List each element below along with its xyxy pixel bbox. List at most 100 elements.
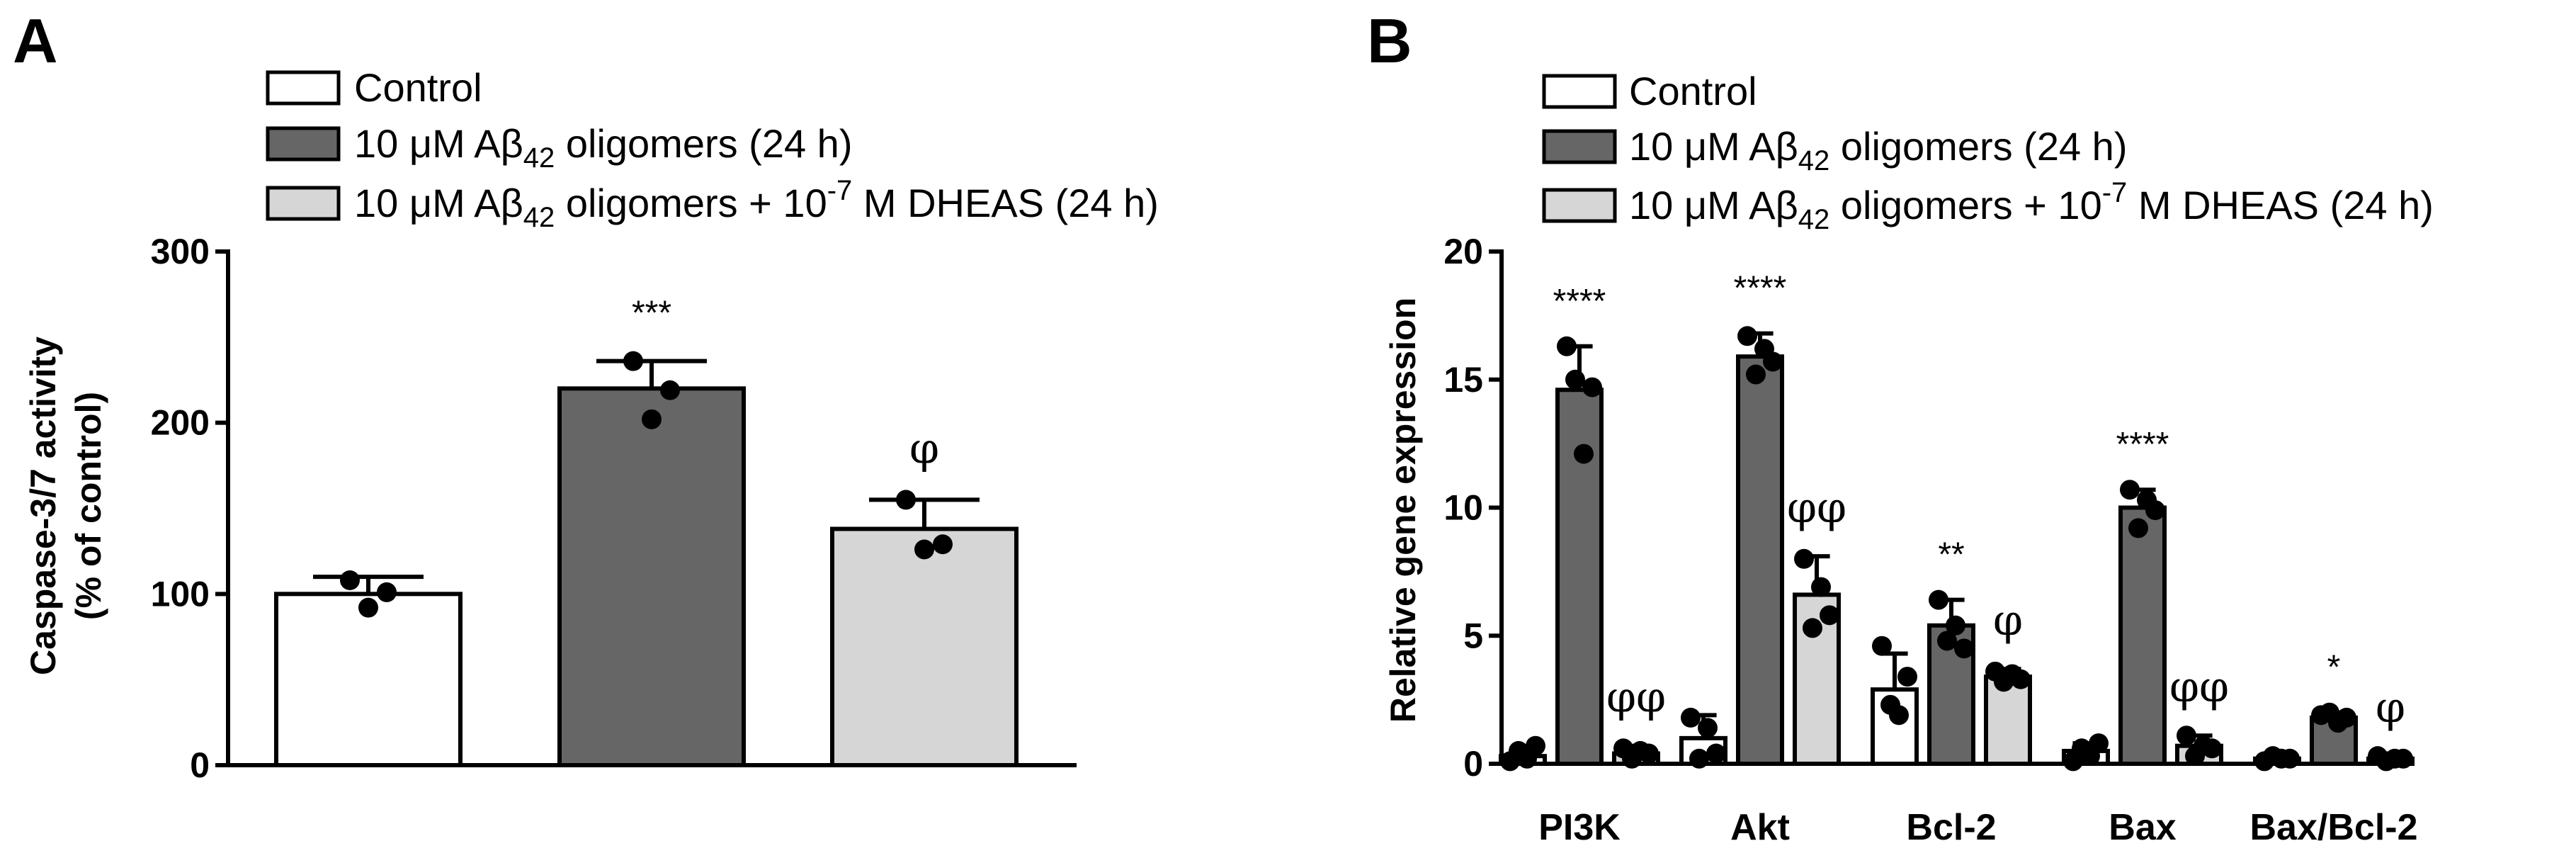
panel-a: A Control 10 μM Aβ42 oligomers (24 h) 10… [13, 6, 1159, 785]
significance-label-b-3-1: **** [2116, 426, 2169, 463]
ylabel-a-line1: Caspase-3/7 activity [23, 337, 63, 675]
data-point-b-0-1 [1565, 369, 1585, 390]
data-point-b-1-0 [1706, 743, 1726, 764]
data-point-b-3-1 [2120, 480, 2140, 500]
significance-label-b-0-1: **** [1553, 283, 1606, 320]
y-tick-label-a: 0 [190, 745, 210, 785]
legend-b-label-abeta: 10 μM Aβ42 oligomers (24 h) [1629, 124, 2127, 176]
data-point-b-2-0 [1897, 667, 1917, 687]
legend-b-swatch-abeta [1542, 129, 1617, 164]
data-point-b-3-0 [2089, 733, 2109, 754]
data-point-a-2 [933, 534, 953, 555]
y-tick-label-a: 300 [151, 232, 210, 271]
legend-b: Control 10 μM Aβ42 oligomers (24 h) 10 μ… [1542, 69, 2434, 235]
legend-a-swatch-control [266, 70, 341, 106]
data-point-b-2-1 [1946, 615, 1965, 636]
legend-b-swatch-dheas [1542, 188, 1617, 223]
bars-b: **** φφ PI3K **** φφ Akt ** φ Bcl-2 **** φφ Bax * φ Ba… [1499, 270, 2418, 848]
bar-a-0 [274, 592, 463, 767]
legend-a: Control 10 μM Aβ42 oligomers (24 h) 10 μ… [266, 65, 1159, 233]
legend-b-swatch-control [1542, 74, 1617, 109]
data-point-b-0-1 [1582, 377, 1602, 397]
significance-label-b-0-2: φφ [1606, 673, 1666, 723]
bar-a-1 [557, 386, 746, 767]
data-point-b-1-0 [1689, 748, 1709, 769]
data-point-b-1-2 [1811, 577, 1831, 597]
y-tick-label-a: 200 [151, 403, 210, 443]
data-point-b-1-2 [1820, 605, 1839, 626]
data-point-b-0-2 [1639, 743, 1659, 764]
significance-label-b-3-2: φφ [2169, 662, 2229, 712]
significance-label-b-1-2: φφ [1787, 483, 1846, 533]
bar-b-3-1 [2118, 505, 2167, 766]
panel-b: B Control 10 μM Aβ42 oligomers (24 h) 10… [1367, 6, 2434, 848]
data-point-b-3-1 [2128, 518, 2148, 538]
data-point-b-2-0 [1889, 705, 1909, 726]
bar-b-2-2 [1984, 674, 2032, 767]
legend-b-label-control: Control [1629, 69, 1757, 113]
data-point-b-1-2 [1794, 548, 1814, 569]
significance-label-a-1: *** [632, 295, 671, 332]
data-point-a-2 [914, 539, 934, 560]
significance-label-b-4-2: φ [2376, 683, 2405, 733]
data-point-a-0 [340, 570, 360, 590]
data-point-b-2-1 [1937, 631, 1957, 651]
data-point-b-0-0 [1526, 735, 1545, 756]
data-point-b-0-1 [1574, 444, 1594, 464]
data-point-b-1-1 [1763, 351, 1783, 372]
data-point-b-4-0 [2280, 748, 2300, 769]
data-point-b-2-1 [1954, 638, 1974, 659]
data-point-b-4-1 [2337, 707, 2356, 728]
legend-a-swatch-abeta [266, 126, 341, 162]
data-point-b-3-2 [2177, 726, 2196, 746]
bar-b-1-1 [1736, 354, 1784, 766]
data-point-b-2-2 [2011, 669, 2031, 689]
significance-label-b-2-2: φ [1993, 596, 2023, 645]
legend-a-label-control: Control [354, 65, 482, 110]
data-point-a-1 [660, 380, 680, 400]
data-point-b-1-1 [1737, 326, 1757, 346]
y-tick-label-b: 10 [1443, 488, 1483, 528]
panel-letter-b: B [1367, 6, 1412, 76]
legend-b-label-dheas: 10 μM Aβ42 oligomers + 10-7 M DHEAS (24 … [1629, 177, 2434, 235]
category-label-b-4: Bax/Bcl-2 [2250, 807, 2418, 848]
data-point-a-2 [896, 490, 916, 510]
data-point-b-1-0 [1681, 707, 1701, 728]
significance-label-b-2-1: ** [1938, 536, 1964, 574]
significance-label-a-2: φ [909, 424, 939, 473]
data-point-a-0 [377, 582, 397, 602]
data-point-b-3-2 [2202, 738, 2222, 759]
data-point-a-1 [642, 409, 662, 429]
data-point-b-0-1 [1557, 336, 1577, 356]
data-point-a-1 [623, 351, 643, 371]
data-point-b-4-2 [2393, 748, 2413, 769]
y-tick-label-b: 20 [1443, 232, 1483, 271]
data-point-b-1-2 [1803, 618, 1822, 638]
category-label-b-0: PI3K [1538, 807, 1621, 848]
data-point-b-1-1 [1746, 364, 1766, 385]
category-label-b-1: Akt [1730, 807, 1790, 848]
bar-a-2 [830, 526, 1019, 767]
y-tick-label-b: 5 [1463, 616, 1483, 655]
panel-letter-a: A [13, 6, 58, 76]
ylabel-b: Relative gene expression [1383, 298, 1423, 723]
category-label-b-2: Bcl-2 [1906, 807, 1996, 848]
data-point-b-2-1 [1929, 589, 1948, 610]
bar-b-2-0 [1871, 687, 1919, 766]
legend-a-label-dheas: 10 μM Aβ42 oligomers + 10-7 M DHEAS (24 … [354, 175, 1159, 233]
data-point-a-0 [358, 597, 378, 618]
y-tick-label-b: 0 [1463, 744, 1483, 784]
category-label-b-3: Bax [2109, 807, 2176, 848]
bars-a: *** φ [274, 295, 1019, 767]
legend-a-label-abeta: 10 μM Aβ42 oligomers (24 h) [354, 121, 852, 174]
significance-label-b-4-1: * [2327, 649, 2341, 687]
significance-label-b-1-1: **** [1734, 270, 1787, 307]
data-point-b-2-0 [1872, 636, 1892, 656]
ylabel-a-line2: (% of control) [69, 392, 108, 620]
y-tick-label-b: 15 [1443, 360, 1483, 400]
data-point-b-1-0 [1698, 718, 1718, 738]
y-tick-label-a: 100 [151, 574, 210, 614]
data-point-b-3-1 [2145, 500, 2165, 521]
legend-a-swatch-dheas [266, 186, 341, 221]
